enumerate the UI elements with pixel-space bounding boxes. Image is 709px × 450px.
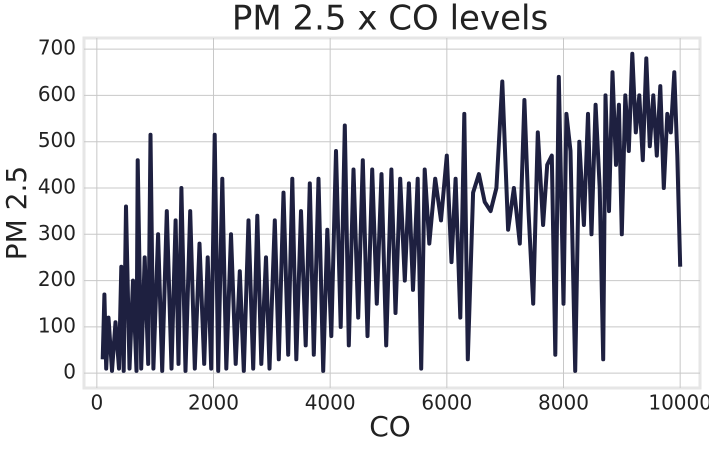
x-tick-label: 4000 bbox=[305, 391, 356, 415]
y-tick-label: 200 bbox=[38, 267, 76, 291]
y-tick-label: 600 bbox=[38, 82, 76, 106]
x-tick-label: 2000 bbox=[188, 391, 239, 415]
y-tick-label: 300 bbox=[38, 221, 76, 245]
x-axis-label: CO bbox=[369, 410, 411, 443]
x-tick-label: 8000 bbox=[538, 391, 589, 415]
x-tick-label: 0 bbox=[90, 391, 103, 415]
y-tick-label: 700 bbox=[38, 36, 76, 60]
y-axis-label: PM 2.5 bbox=[0, 166, 33, 260]
marks bbox=[100, 51, 683, 373]
chart-title: PM 2.5 x CO levels bbox=[232, 0, 548, 39]
y-tick-label: 400 bbox=[38, 175, 76, 199]
x-tick-label: 10000 bbox=[648, 391, 709, 415]
x-tick-label: 6000 bbox=[421, 391, 472, 415]
y-tick-label: 100 bbox=[38, 313, 76, 337]
data-line bbox=[100, 51, 683, 373]
y-tick-label: 500 bbox=[38, 128, 76, 152]
y-tick-label: 0 bbox=[63, 360, 76, 384]
